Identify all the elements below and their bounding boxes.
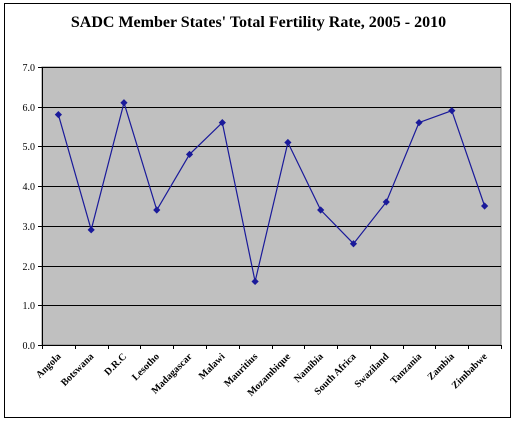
series-line bbox=[57, 100, 486, 282]
x-tick-label: D.R.C bbox=[102, 351, 129, 378]
y-tick-label: 2.0 bbox=[23, 262, 36, 273]
data-point-namibia bbox=[317, 206, 325, 214]
data-point-swaziland bbox=[382, 198, 390, 206]
y-tick-label: 0.0 bbox=[23, 341, 36, 352]
x-tick-label: Zambia bbox=[426, 351, 457, 382]
data-point-mauritius bbox=[251, 277, 259, 286]
data-point-d-r-c bbox=[120, 99, 128, 107]
x-tick-label: Malawi bbox=[197, 351, 228, 382]
data-point-zambia bbox=[448, 107, 456, 115]
x-tick-label: Lesotho bbox=[130, 351, 162, 383]
plot-area bbox=[41, 66, 502, 346]
data-point-mozambique bbox=[284, 138, 292, 147]
data-point-zimbabwe bbox=[481, 202, 489, 210]
series-group bbox=[54, 99, 489, 286]
y-tick-label: 3.0 bbox=[23, 222, 36, 233]
data-point-angola bbox=[54, 111, 62, 119]
y-tick-label: 5.0 bbox=[23, 142, 36, 153]
x-tick-label: Zimbabwe bbox=[450, 351, 490, 391]
chart-title: SADC Member States' Total Fertility Rate… bbox=[70, 14, 447, 31]
x-tick-label: Botswana bbox=[59, 351, 96, 388]
data-point-lesotho bbox=[153, 206, 161, 214]
data-point-tanzania bbox=[415, 119, 423, 127]
data-point-madagascar bbox=[185, 150, 194, 158]
x-tick-label: Swaziland bbox=[353, 351, 392, 390]
x-tick-label: Tanzania bbox=[389, 351, 424, 386]
gridlines bbox=[42, 67, 501, 306]
data-point-malawi bbox=[218, 119, 226, 127]
x-tick-label: Angola bbox=[34, 351, 63, 380]
y-axis-ticks: 0.0 1.0 2.0 3.0 4.0 5.0 6.0 7.0 bbox=[23, 63, 42, 352]
data-point-botswana bbox=[87, 226, 95, 234]
y-tick-label: 7.0 bbox=[23, 63, 36, 74]
data-point-south-africa bbox=[349, 240, 358, 248]
y-tick-label: 1.0 bbox=[23, 301, 36, 312]
y-tick-label: 6.0 bbox=[23, 103, 36, 114]
x-tick-label: Namibia bbox=[292, 351, 326, 385]
y-tick-label: 4.0 bbox=[23, 182, 36, 193]
